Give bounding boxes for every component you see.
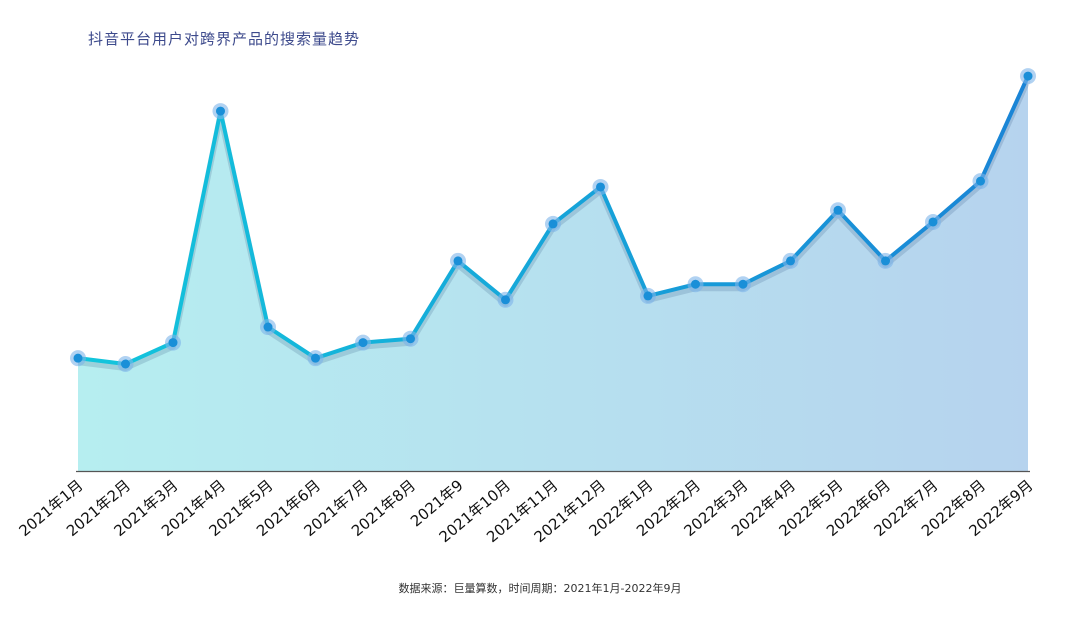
data-point [453,256,463,266]
data-point [881,256,890,266]
data-point [121,359,130,369]
data-point [263,322,273,332]
data-point [786,256,795,266]
area-fill [78,76,1028,472]
chart-title: 抖音平台用户对跨界产品的搜索量趋势 [88,30,361,48]
data-point [358,338,368,348]
data-point [216,106,225,116]
data-point [833,205,843,215]
data-point [311,353,320,363]
data-point [738,279,748,289]
data-point [643,291,653,301]
data-point [1023,71,1033,81]
data-point [548,219,558,229]
data-point [73,353,83,363]
data-point [406,334,415,344]
data-point [928,217,938,227]
plot-area: 2021年1月2021年2月2021年3月2021年4月2021年5月2021年… [15,68,1037,546]
data-point [596,182,605,192]
data-point [501,295,510,305]
data-point [168,338,178,348]
data-point [691,279,700,289]
source-note: 数据来源：巨量算数，时间周期：2021年1月-2022年9月 [398,582,682,595]
data-point [976,176,985,186]
